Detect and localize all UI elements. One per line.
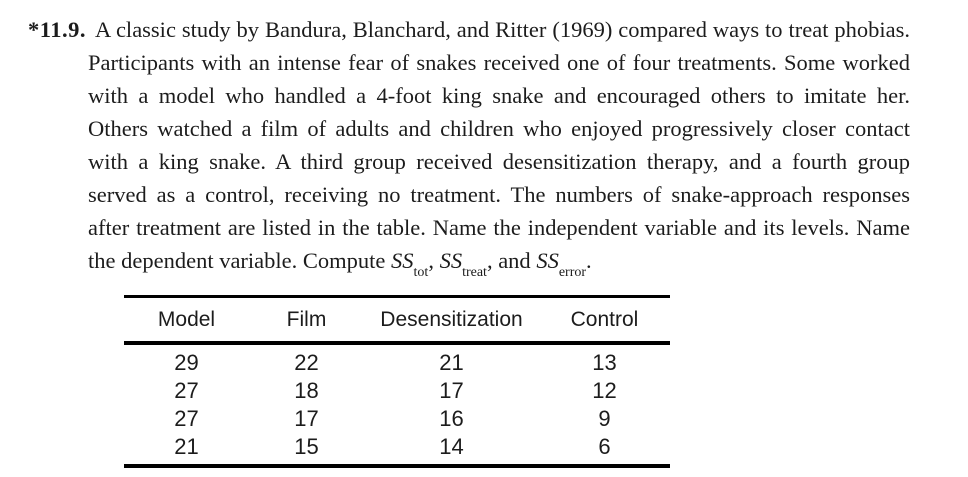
table-cell: 17 <box>439 378 464 403</box>
table-cell: 12 <box>592 378 617 403</box>
ss-subscript: treat <box>462 264 487 277</box>
treatment-data-table: Model Film Desensitization Control 29 22 21 13… <box>124 295 670 468</box>
table-cell: 9 <box>598 406 611 431</box>
problem-text: the dependent variable. Compute <box>88 248 392 273</box>
ss-symbol: SS <box>536 248 559 273</box>
table-header-film: Film <box>249 296 364 345</box>
table-row: 27 17 16 9 <box>124 405 670 433</box>
problem-line-last: the dependent variable. Compute SStot, S… <box>28 244 910 277</box>
problem-text: A classic study by Bandura, Blanchard, a… <box>95 17 910 42</box>
problem-line: after treatment are listed in the table.… <box>88 215 910 240</box>
problem-line: served as a control, receiving no treatm… <box>88 182 910 207</box>
ss-subscript: error <box>558 264 587 277</box>
table-row: 21 15 14 6 <box>124 433 670 466</box>
problem-number: *11.9. <box>28 17 87 42</box>
table-row: 29 22 21 13 <box>124 343 670 377</box>
table-cell: 16 <box>439 406 464 431</box>
table-cell: 18 <box>294 378 319 403</box>
ss-subscript: tot <box>413 264 429 277</box>
problem-line: *11.9. A classic study by Bandura, Blanch… <box>28 13 910 46</box>
problem-line: with a king snake. A third group receive… <box>88 149 910 174</box>
problem-line: Others watched a film of adults and chil… <box>88 116 910 141</box>
table-cell: 22 <box>294 350 319 375</box>
ss-suffix: . <box>586 248 592 273</box>
problem-line: Participants with an intense fear of sna… <box>88 50 910 75</box>
table-cell: 27 <box>174 406 199 431</box>
table-cell: 29 <box>174 350 199 375</box>
ss-suffix: , and <box>486 248 537 273</box>
problem-line: with a model who handled a 4-foot king s… <box>88 83 910 108</box>
table-cell: 21 <box>439 350 464 375</box>
table-cell: 14 <box>439 434 464 459</box>
table-header-control: Control <box>539 296 670 345</box>
table-cell: 15 <box>294 434 319 459</box>
table-header-model: Model <box>124 296 249 345</box>
table-cell: 27 <box>174 378 199 403</box>
problem-statement: *11.9. A classic study by Bandura, Blanch… <box>28 13 910 277</box>
ss-symbol: SS <box>391 248 414 273</box>
ss-symbol: SS <box>439 248 463 273</box>
table-cell: 13 <box>592 350 617 375</box>
table-row: 27 18 17 12 <box>124 377 670 405</box>
problem-body: Participants with an intense fear of sna… <box>28 46 910 244</box>
table-header-row: Model Film Desensitization Control <box>124 296 670 345</box>
table-cell: 21 <box>174 434 199 459</box>
table-header-desensitization: Desensitization <box>364 296 539 345</box>
table-cell: 6 <box>598 434 611 459</box>
ss-suffix: , <box>428 248 440 273</box>
ss-formula-list: SStot, SStreat, and SSerror. <box>391 248 592 277</box>
table-cell: 17 <box>294 406 319 431</box>
